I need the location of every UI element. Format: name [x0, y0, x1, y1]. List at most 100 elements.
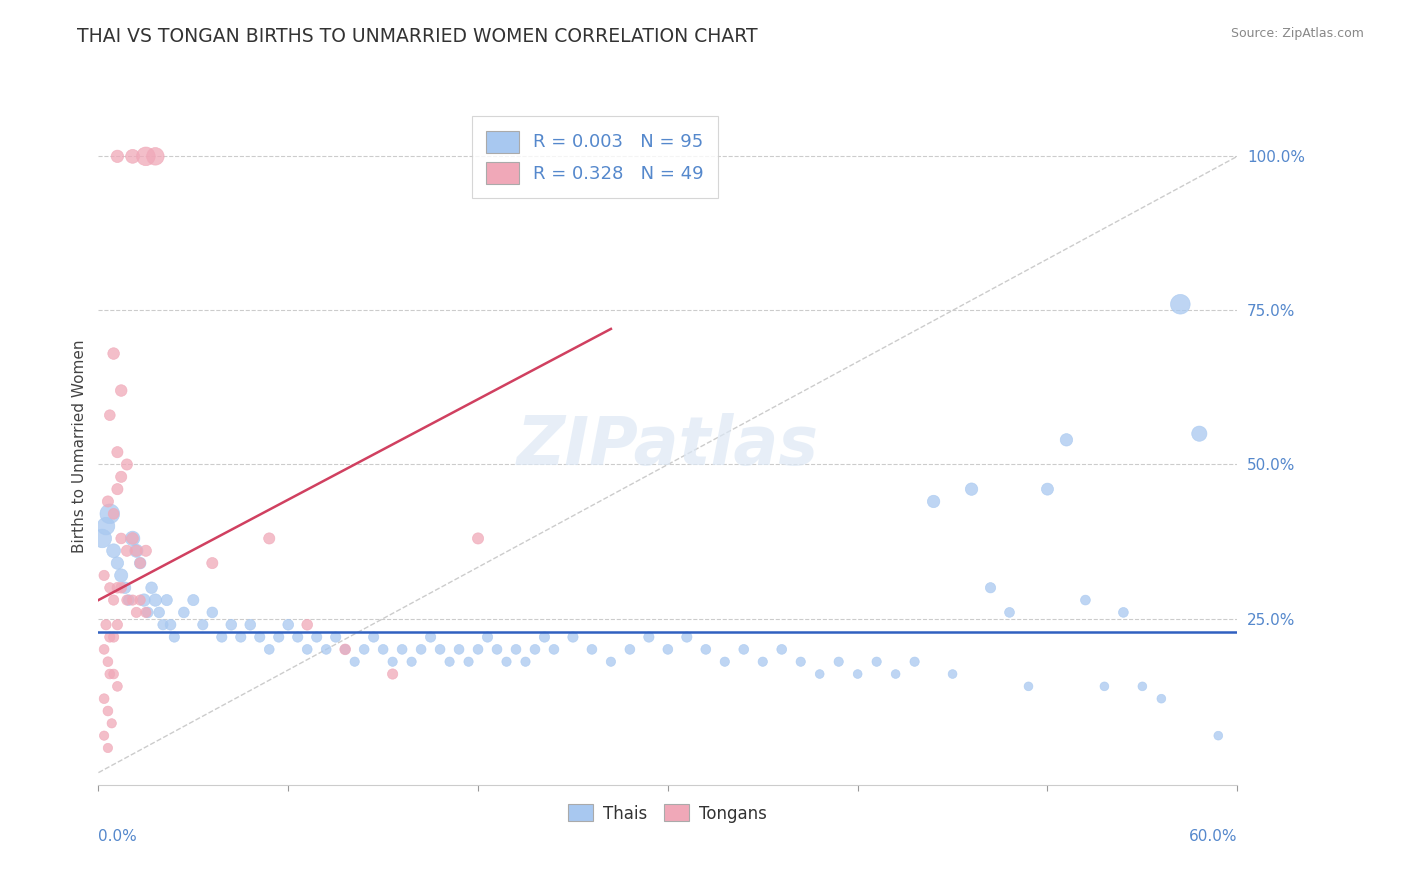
Point — [201, 556, 224, 570]
Point — [1170, 297, 1192, 311]
Point — [93, 568, 115, 582]
Point — [156, 593, 179, 607]
Point — [287, 630, 309, 644]
Point — [401, 655, 423, 669]
Point — [343, 655, 366, 669]
Text: 60.0%: 60.0% — [1189, 829, 1237, 844]
Point — [884, 667, 907, 681]
Point — [125, 543, 148, 558]
Point — [960, 482, 983, 496]
Point — [135, 543, 157, 558]
Point — [562, 630, 585, 644]
Point — [110, 532, 132, 546]
Point — [129, 556, 152, 570]
Point — [277, 617, 299, 632]
Point — [121, 149, 143, 163]
Point — [638, 630, 661, 644]
Point — [1094, 679, 1116, 693]
Point — [770, 642, 793, 657]
Point — [866, 655, 889, 669]
Point — [1112, 606, 1135, 620]
Point — [942, 667, 965, 681]
Point — [449, 642, 471, 657]
Point — [115, 543, 138, 558]
Point — [1132, 679, 1154, 693]
Point — [676, 630, 699, 644]
Point — [808, 667, 831, 681]
Point — [325, 630, 347, 644]
Point — [91, 532, 114, 546]
Point — [163, 630, 186, 644]
Legend: Thais, Tongans: Thais, Tongans — [560, 796, 776, 830]
Point — [110, 470, 132, 484]
Point — [118, 593, 141, 607]
Point — [752, 655, 775, 669]
Point — [107, 556, 129, 570]
Text: Source: ZipAtlas.com: Source: ZipAtlas.com — [1230, 27, 1364, 40]
Point — [211, 630, 233, 644]
Point — [129, 556, 152, 570]
Point — [581, 642, 603, 657]
Point — [97, 704, 120, 718]
Point — [439, 655, 461, 669]
Point — [239, 617, 262, 632]
Point — [381, 667, 404, 681]
Point — [1188, 426, 1211, 441]
Point — [121, 532, 143, 546]
Point — [148, 606, 170, 620]
Text: ZIPatlas: ZIPatlas — [517, 413, 818, 479]
Point — [110, 384, 132, 398]
Point — [103, 543, 125, 558]
Point — [335, 642, 357, 657]
Point — [98, 630, 121, 644]
Point — [249, 630, 271, 644]
Point — [600, 655, 623, 669]
Point — [103, 593, 125, 607]
Point — [191, 617, 214, 632]
Point — [305, 630, 328, 644]
Point — [335, 642, 357, 657]
Point — [486, 642, 509, 657]
Point — [733, 642, 755, 657]
Point — [98, 667, 121, 681]
Point — [98, 581, 121, 595]
Point — [125, 543, 148, 558]
Point — [135, 606, 157, 620]
Point — [828, 655, 851, 669]
Point — [457, 655, 479, 669]
Text: 0.0%: 0.0% — [98, 829, 138, 844]
Point — [979, 581, 1001, 595]
Point — [922, 494, 945, 508]
Point — [121, 532, 143, 546]
Point — [100, 716, 122, 731]
Point — [107, 679, 129, 693]
Point — [297, 617, 319, 632]
Point — [790, 655, 813, 669]
Point — [1074, 593, 1097, 607]
Point — [419, 630, 441, 644]
Point — [136, 606, 159, 620]
Point — [429, 642, 451, 657]
Point — [363, 630, 385, 644]
Point — [141, 581, 163, 595]
Point — [524, 642, 547, 657]
Point — [103, 346, 125, 360]
Point — [515, 655, 537, 669]
Point — [1150, 691, 1173, 706]
Point — [107, 149, 129, 163]
Point — [98, 507, 121, 521]
Point — [145, 593, 167, 607]
Point — [110, 568, 132, 582]
Point — [115, 593, 138, 607]
Point — [657, 642, 679, 657]
Point — [103, 630, 125, 644]
Point — [110, 581, 132, 595]
Point — [107, 617, 129, 632]
Point — [543, 642, 565, 657]
Point — [173, 606, 195, 620]
Point — [381, 655, 404, 669]
Point — [107, 445, 129, 459]
Y-axis label: Births to Unmarried Women: Births to Unmarried Women — [72, 339, 87, 553]
Point — [125, 606, 148, 620]
Point — [495, 655, 517, 669]
